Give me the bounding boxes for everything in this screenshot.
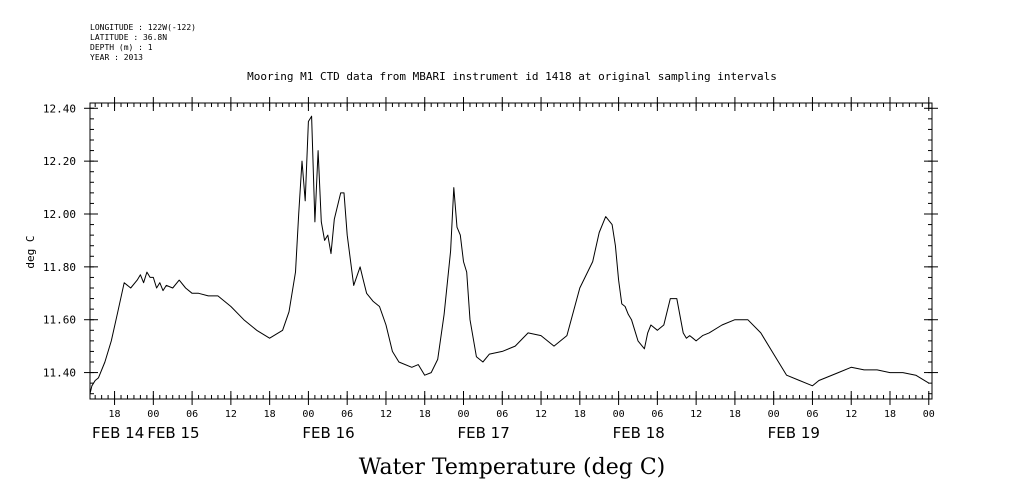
y-axis: 11.40 11.60 11.80 12.00 12.20 12.40 <box>43 102 938 395</box>
x-tick-label: 00 <box>302 409 314 420</box>
day-label: FEB 18 <box>613 424 665 442</box>
y-tick-label: 11.60 <box>43 314 76 327</box>
x-tick-label: 12 <box>535 409 547 420</box>
y-tick-label: 12.00 <box>43 208 76 221</box>
y-tick-label: 12.40 <box>43 102 76 115</box>
x-tick-label: 06 <box>186 409 198 420</box>
x-tick-label: 00 <box>147 409 159 420</box>
day-label: FEB 16 <box>302 424 354 442</box>
x-tick-label: 06 <box>496 409 508 420</box>
x-tick-label: 00 <box>923 409 935 420</box>
year-label: YEAR : 2013 <box>90 53 143 62</box>
x-tick-label: 12 <box>690 409 702 420</box>
day-label: FEB 19 <box>768 424 820 442</box>
x-tick-label: 00 <box>457 409 469 420</box>
latitude-label: LATITUDE : 36.8N <box>90 33 167 42</box>
chart-title: Mooring M1 CTD data from MBARI instrumen… <box>247 70 777 83</box>
metadata-block: LONGITUDE : 122W(-122) LATITUDE : 36.8N … <box>90 23 196 62</box>
x-axis-label: Water Temperature (deg C) <box>359 455 666 480</box>
plot-frame <box>89 102 933 400</box>
longitude-label: LONGITUDE : 122W(-122) <box>90 23 196 32</box>
y-axis-label: deg C <box>24 235 37 268</box>
x-tick-label: 18 <box>419 409 431 420</box>
x-tick-label: 12 <box>225 409 237 420</box>
series-group <box>89 115 930 394</box>
x-tick-label: 18 <box>109 409 121 420</box>
x-axis: 18 00 06 12 18 00 06 12 18 00 06 12 18 00 06 12 18 00 06 12… <box>92 97 935 442</box>
day-label: FEB 15 <box>147 424 199 442</box>
y-tick-label: 12.20 <box>43 155 76 168</box>
x-tick-label: 06 <box>341 409 353 420</box>
x-tick-label: 18 <box>574 409 586 420</box>
x-tick-label: 12 <box>380 409 392 420</box>
x-tick-label: 00 <box>613 409 625 420</box>
y-tick-label: 11.40 <box>43 367 76 380</box>
x-tick-label: 06 <box>806 409 818 420</box>
x-tick-label: 00 <box>768 409 780 420</box>
series-line <box>89 115 930 394</box>
x-tick-label: 12 <box>845 409 857 420</box>
day-label: FEB 14 <box>92 424 144 442</box>
depth-label: DEPTH (m) : 1 <box>90 43 153 52</box>
day-label: FEB 17 <box>458 424 510 442</box>
y-tick-label: 11.80 <box>43 261 76 274</box>
x-tick-label: 18 <box>264 409 276 420</box>
x-tick-label: 06 <box>651 409 663 420</box>
x-tick-label: 18 <box>884 409 896 420</box>
x-tick-label: 18 <box>729 409 741 420</box>
